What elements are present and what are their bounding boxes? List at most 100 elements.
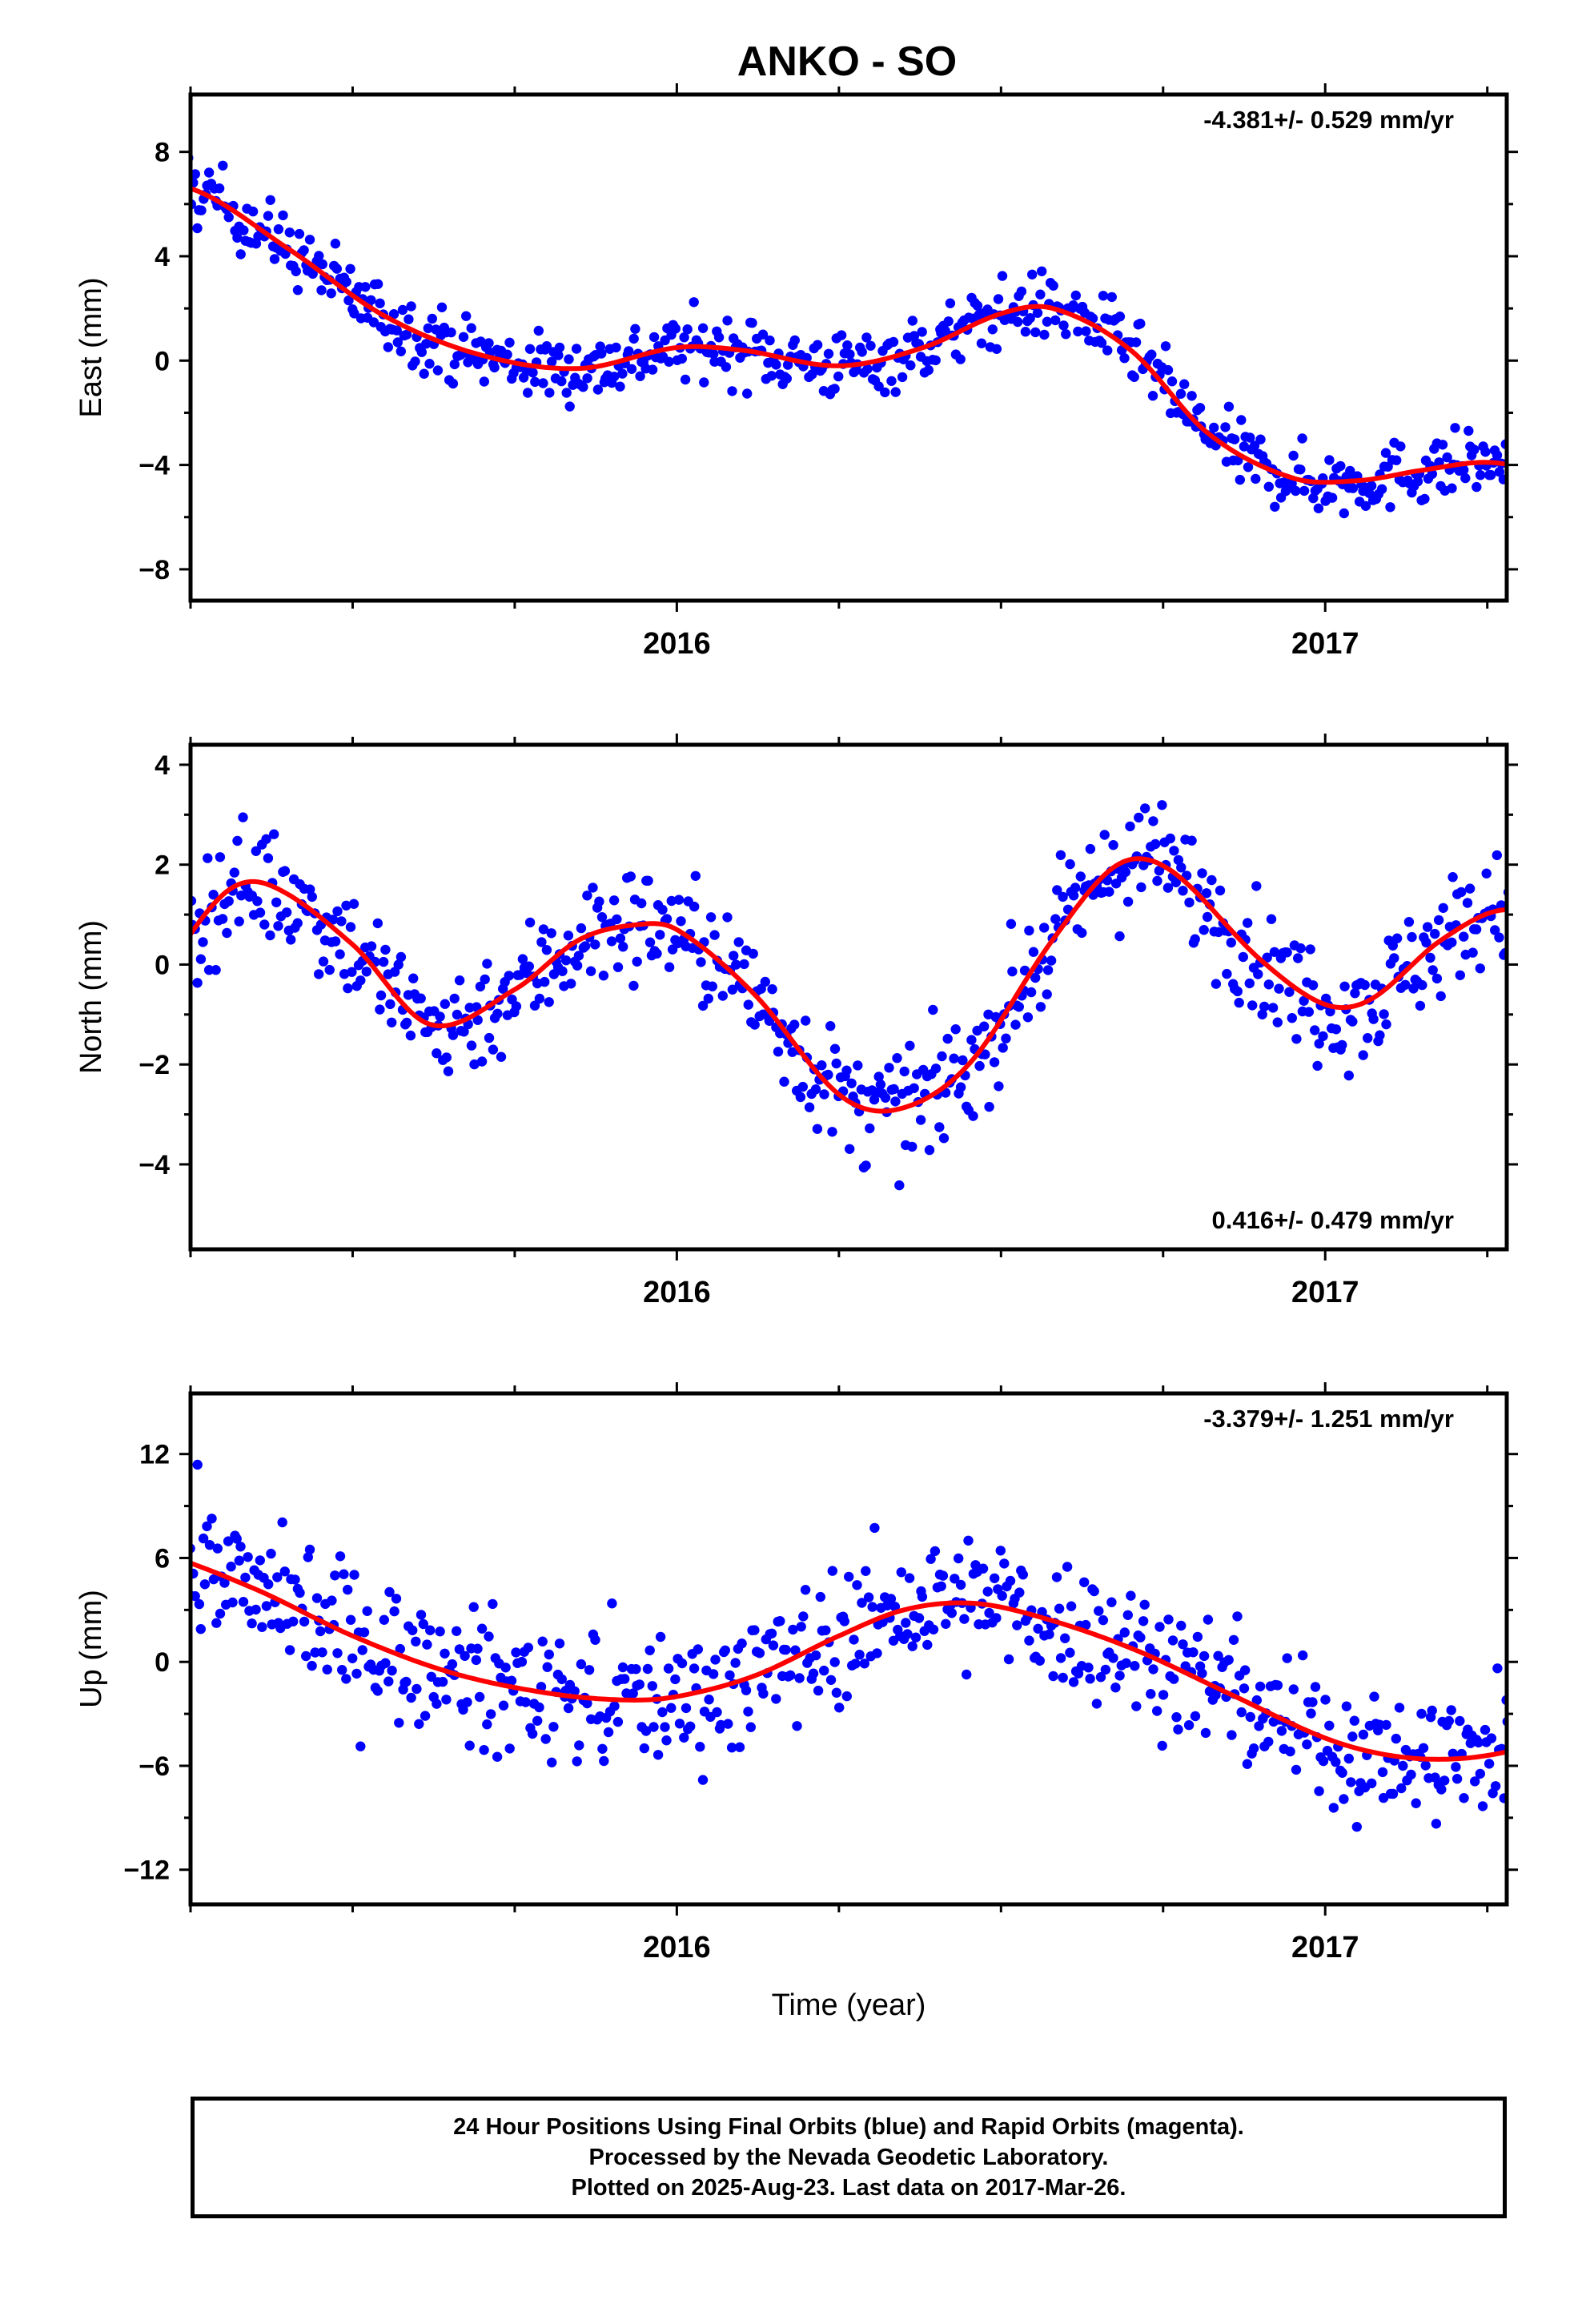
observation-point <box>1308 493 1319 504</box>
observation-point <box>958 1055 968 1066</box>
observation-point <box>1303 1007 1315 1017</box>
observation-point <box>1490 1781 1501 1791</box>
observation-point <box>666 895 677 907</box>
observation-point <box>1152 1706 1162 1716</box>
observation-point <box>366 295 376 305</box>
observation-point <box>211 1618 222 1628</box>
observation-point <box>1125 821 1135 832</box>
observation-point <box>261 1601 272 1611</box>
observation-point <box>720 1645 730 1655</box>
observation-point <box>617 368 628 379</box>
observation-point <box>1564 486 1574 496</box>
observation-point <box>83 1135 93 1144</box>
observation-point <box>349 1570 359 1580</box>
observation-point <box>51 1181 61 1191</box>
observation-point <box>263 211 274 221</box>
observation-point <box>1176 1620 1186 1631</box>
observation-point <box>317 1647 327 1658</box>
observation-point <box>1154 1622 1165 1632</box>
observation-point <box>461 311 472 321</box>
observation-point <box>657 1707 668 1718</box>
observation-point <box>94 1554 103 1563</box>
observation-point <box>590 1634 600 1645</box>
observation-point <box>1138 1616 1149 1626</box>
observation-point <box>1203 1614 1214 1625</box>
observation-point <box>1526 1763 1536 1772</box>
observation-point <box>155 191 164 201</box>
observation-point <box>812 1124 823 1134</box>
y-tick-label: 12 <box>139 1440 170 1470</box>
observation-point <box>590 939 600 950</box>
observation-point <box>1425 952 1435 963</box>
observation-point <box>1349 1715 1360 1726</box>
observation-point <box>1492 850 1503 861</box>
observation-point <box>1455 970 1466 981</box>
observation-point <box>588 883 598 893</box>
observation-point <box>1455 1715 1465 1727</box>
observation-point <box>1462 898 1473 908</box>
observation-point <box>154 1004 163 1014</box>
observation-point <box>1291 485 1301 497</box>
observation-point <box>1447 872 1458 883</box>
observation-point <box>1288 450 1299 461</box>
observation-point <box>812 340 823 350</box>
observation-point <box>998 1043 1008 1053</box>
observation-point <box>841 1691 853 1702</box>
observation-point <box>318 956 329 967</box>
observation-point <box>394 1718 404 1728</box>
observation-point <box>524 344 536 354</box>
observation-point <box>1549 1691 1559 1701</box>
observation-point <box>360 282 371 292</box>
observation-point <box>1437 440 1448 450</box>
observation-point <box>380 944 391 955</box>
observation-point <box>1536 497 1546 506</box>
y-tick-label: 4 <box>155 750 170 781</box>
observation-point <box>1520 1738 1530 1747</box>
observation-point <box>343 1584 353 1595</box>
observation-point <box>69 222 78 231</box>
observation-point <box>53 1103 62 1112</box>
observation-point <box>98 158 107 167</box>
observation-point <box>1001 1033 1011 1043</box>
observation-point <box>995 1546 1006 1556</box>
observation-point <box>70 1168 80 1178</box>
observation-point <box>1562 1772 1572 1782</box>
observation-point <box>1516 925 1525 935</box>
observation-point <box>788 1624 798 1635</box>
observation-point <box>1551 481 1560 491</box>
observation-point <box>930 1546 941 1557</box>
observation-point <box>1566 905 1576 915</box>
observation-point <box>257 1622 267 1632</box>
observation-point <box>1464 425 1474 436</box>
observation-point <box>157 934 167 943</box>
panel-north: −4 −2 0 2 4 2016 2017 North (mm) 0.416+/- 0.479 … <box>51 734 1576 1309</box>
observation-point <box>1207 875 1217 886</box>
observation-point <box>1048 1671 1058 1682</box>
observation-point <box>966 1035 977 1045</box>
observation-point <box>1202 911 1213 923</box>
observation-point <box>466 323 476 333</box>
x-tick-label: 2017 <box>1291 627 1359 661</box>
observation-point <box>664 356 674 367</box>
observation-point <box>1302 1739 1312 1750</box>
observation-point <box>359 1627 370 1638</box>
observation-point <box>1299 995 1309 1007</box>
observation-point <box>954 1553 964 1564</box>
observation-point <box>314 969 324 979</box>
series-north-model-curve <box>191 856 1507 1114</box>
observation-point <box>1055 850 1066 861</box>
observation-point <box>416 1610 427 1620</box>
observation-point <box>251 846 261 857</box>
observation-point <box>938 1133 950 1144</box>
observation-point <box>1183 1720 1195 1731</box>
observation-point <box>1531 891 1540 901</box>
observation-point <box>252 896 263 907</box>
observation-point <box>435 1626 445 1637</box>
observation-point <box>1052 885 1062 895</box>
observation-point <box>54 1482 64 1491</box>
observation-point <box>345 922 356 932</box>
observation-point <box>436 302 448 312</box>
observation-point <box>1516 1774 1525 1783</box>
observation-point <box>1263 979 1275 990</box>
observation-point <box>917 327 927 337</box>
